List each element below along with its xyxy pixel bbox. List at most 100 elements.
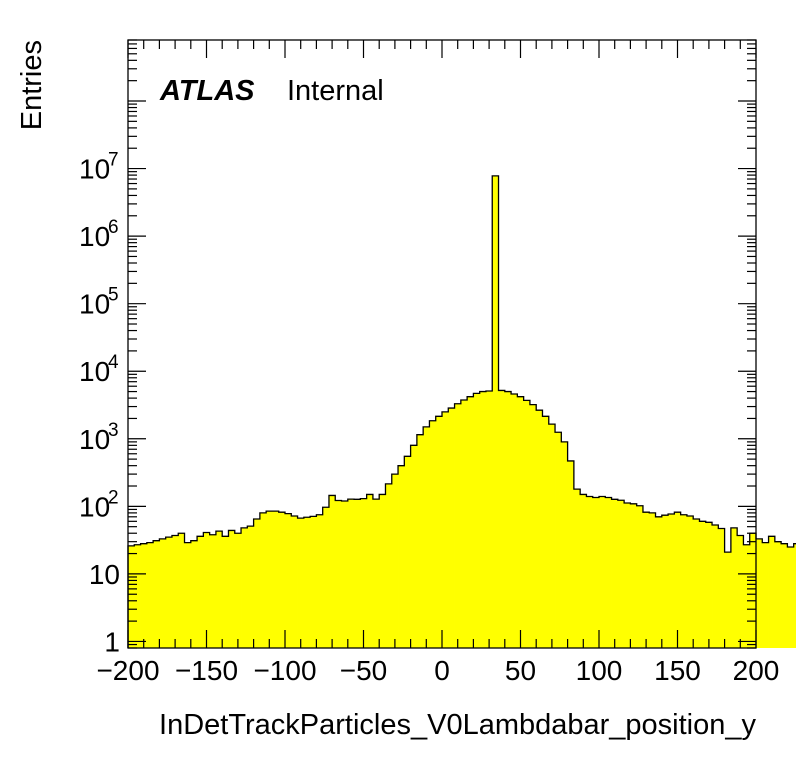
histogram-bin (435, 416, 443, 648)
histogram-bin (492, 175, 499, 648)
y-tick-exponent: 6 (108, 217, 119, 238)
histogram-bin (573, 489, 581, 648)
histogram-bin (580, 494, 587, 648)
histogram-bin (542, 416, 550, 648)
histogram-bin (724, 552, 732, 648)
plot-frame (127, 39, 757, 649)
histogram-bin (247, 526, 254, 648)
histogram-bin (592, 497, 600, 648)
histogram-bars (128, 175, 796, 648)
x-tick-label: 50 (505, 655, 536, 686)
histogram-bin (649, 512, 656, 648)
y-tick-label: 10 (89, 559, 120, 590)
histogram-bin (567, 460, 575, 648)
histogram-bin (668, 514, 675, 648)
y-tick-label: 10 (79, 424, 110, 455)
histogram-bin (146, 542, 154, 648)
histogram-bin (661, 515, 669, 648)
histogram-bin (404, 456, 411, 648)
y-axis-label: Entries (16, 40, 48, 130)
histogram-bin (756, 538, 763, 648)
histogram-bin (360, 498, 368, 648)
histogram-bin (712, 524, 719, 648)
histogram-bin (190, 540, 198, 648)
histogram-bin (705, 522, 713, 648)
x-tick-label: −100 (253, 655, 316, 686)
x-tick-label: 0 (434, 655, 450, 686)
histogram-bin (209, 534, 217, 648)
histogram-bin (555, 432, 562, 648)
y-tick-label: 10 (79, 221, 110, 252)
histogram-bin (787, 547, 795, 648)
histogram-bin (222, 536, 229, 648)
histogram-bin (536, 410, 543, 648)
histogram-bin (599, 496, 606, 648)
histogram-bin (743, 544, 751, 648)
histogram-bin (253, 518, 261, 648)
histogram-bin (234, 533, 242, 648)
histogram-bin (140, 543, 148, 648)
axis-ticks (127, 39, 757, 649)
histogram-bin (479, 391, 487, 648)
histogram-bin (372, 499, 380, 648)
y-tick-exponent: 5 (108, 285, 119, 306)
histogram-bin (297, 518, 305, 648)
histogram-bin (410, 445, 418, 648)
y-tick-label: 10 (79, 491, 110, 522)
histogram-bin (341, 500, 349, 648)
histogram-bin (617, 500, 625, 648)
histogram-bin (379, 494, 386, 648)
histogram-bin (197, 536, 204, 648)
internal-label: Internal (287, 75, 384, 107)
histogram-bin (630, 503, 638, 648)
histogram-bin (366, 494, 374, 648)
histogram-bin (429, 420, 437, 648)
histogram-bin (737, 535, 744, 648)
histogram-bin (768, 536, 776, 648)
y-tick-exponent: 7 (108, 150, 119, 171)
histogram-bin (178, 533, 185, 648)
histogram-bin (529, 404, 537, 648)
histogram-bin (498, 390, 506, 648)
histogram-bin (448, 408, 455, 648)
histogram-bin (391, 474, 399, 648)
histogram-bin (460, 400, 468, 648)
histogram-bin (699, 521, 707, 648)
histogram-bin (423, 426, 430, 648)
x-tick-label: 100 (576, 655, 623, 686)
histogram-bin (561, 441, 568, 648)
histogram-bin (159, 538, 167, 648)
histogram-bin (624, 503, 631, 648)
histogram-bin (642, 512, 650, 648)
histogram-bin (504, 391, 512, 648)
histogram-bin (328, 495, 336, 648)
x-tick-label: 200 (733, 655, 780, 686)
histogram-bin (303, 517, 311, 648)
histogram-bin (285, 513, 292, 648)
histogram-bin (674, 512, 682, 648)
histogram-bin (228, 530, 236, 648)
histogram-bin (165, 537, 173, 648)
histogram-bin (184, 542, 192, 648)
histogram-bin (259, 512, 267, 648)
histogram-bin (548, 424, 556, 648)
histogram-bin (454, 403, 462, 648)
histogram-bin (686, 515, 694, 648)
histogram-bin (153, 540, 160, 648)
histogram-bin (272, 511, 280, 648)
x-tick-label: −200 (96, 655, 159, 686)
histogram-bin (467, 396, 474, 648)
atlas-label: ATLAS (159, 75, 255, 107)
x-tick-labels: −200 −150 −100 −50 0 50 100 150 200 (96, 655, 779, 686)
histogram-bin (523, 400, 531, 648)
histogram-bin (774, 541, 782, 648)
x-axis-label: InDetTrackParticles_V0Lambdabar_position… (159, 709, 756, 741)
histogram-bin (398, 465, 405, 648)
x-tick-label: 150 (654, 655, 701, 686)
histogram-bin (693, 518, 700, 648)
histogram-bin (473, 393, 481, 648)
histogram-bin (680, 514, 688, 648)
y-tick-exponent: 4 (108, 352, 119, 373)
